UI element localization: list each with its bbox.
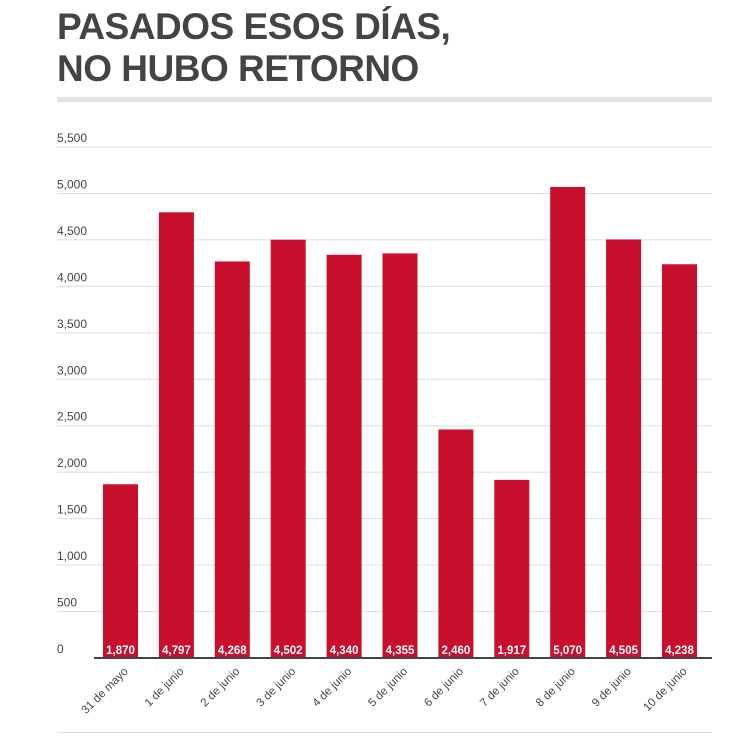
- chart-title-line-1: PASADOS ESOS DÍAS,: [57, 6, 451, 47]
- x-category-label: 8 de junio: [534, 666, 578, 710]
- bars: [103, 186, 697, 659]
- y-tick-label: 5,500: [57, 131, 87, 145]
- bar-value-label: 4,238: [665, 645, 694, 657]
- y-tick-label: 2,000: [57, 456, 87, 470]
- x-category-label: 7 de junio: [478, 666, 522, 710]
- bar: [214, 261, 250, 658]
- bar-value-label: 5,070: [553, 645, 582, 657]
- x-category-label: 5 de junio: [366, 666, 410, 710]
- x-category-label: 9 de junio: [590, 666, 634, 710]
- y-tick-label: 4,500: [57, 224, 87, 238]
- bar: [270, 239, 306, 658]
- bar-value-label: 4,340: [330, 645, 359, 657]
- bar-value-label: 4,268: [218, 645, 247, 657]
- bar-value-label: 4,502: [274, 645, 303, 657]
- bar: [158, 212, 194, 658]
- bar-value-label: 1,917: [497, 645, 526, 657]
- x-category-label: 6 de junio: [422, 666, 466, 710]
- bar: [103, 484, 138, 658]
- bar-value-label: 1,870: [106, 645, 135, 657]
- footer-divider: [57, 732, 712, 733]
- chart-title-line-2: NO HUBO RETORNO: [57, 48, 419, 89]
- y-tick-label: 2,500: [57, 410, 87, 424]
- bar: [494, 479, 530, 658]
- bar: [662, 264, 697, 658]
- bar-value-label: 4,355: [386, 645, 415, 657]
- y-tick-label: 4,000: [57, 270, 87, 284]
- y-tick-label: 500: [57, 596, 77, 610]
- y-tick-label: 1,500: [57, 503, 87, 517]
- x-category-label: 2 de junio: [199, 666, 243, 710]
- x-category-label: 31 de mayo: [80, 666, 131, 717]
- chart-title: PASADOS ESOS DÍAS, NO HUBO RETORNO: [57, 6, 451, 90]
- y-tick-label: 3,500: [57, 317, 87, 331]
- bar: [550, 186, 586, 658]
- y-tick-label: 3,000: [57, 363, 87, 377]
- bar: [438, 429, 474, 658]
- title-divider: [57, 97, 712, 102]
- bar-value-label: 4,797: [162, 645, 191, 657]
- bar: [326, 254, 362, 659]
- y-axis-tick-labels: 0 500 1,000 1,500 2,000 2,500 3,000 3,500 4,000 4…: [57, 131, 87, 656]
- x-axis-category-labels: 31 de mayo 1 de junio 2 de junio 3 de junio…: [80, 666, 690, 717]
- x-category-label: 4 de junio: [310, 666, 354, 710]
- bar: [606, 239, 642, 658]
- x-category-label: 1 de junio: [143, 666, 187, 710]
- y-tick-label: 5,000: [57, 177, 87, 191]
- bar-value-label: 4,505: [609, 645, 638, 657]
- y-tick-label: 1,000: [57, 549, 87, 563]
- x-category-label: 10 de junio: [641, 666, 689, 714]
- bar-value-label: 2,460: [442, 645, 471, 657]
- x-category-label: 3 de junio: [255, 666, 299, 710]
- bar-value-labels: 1,870 4,797 4,268 4,502 4,340 4,355 2,460 1,917…: [106, 645, 694, 657]
- bar: [382, 253, 418, 658]
- y-tick-label: 0: [57, 642, 64, 656]
